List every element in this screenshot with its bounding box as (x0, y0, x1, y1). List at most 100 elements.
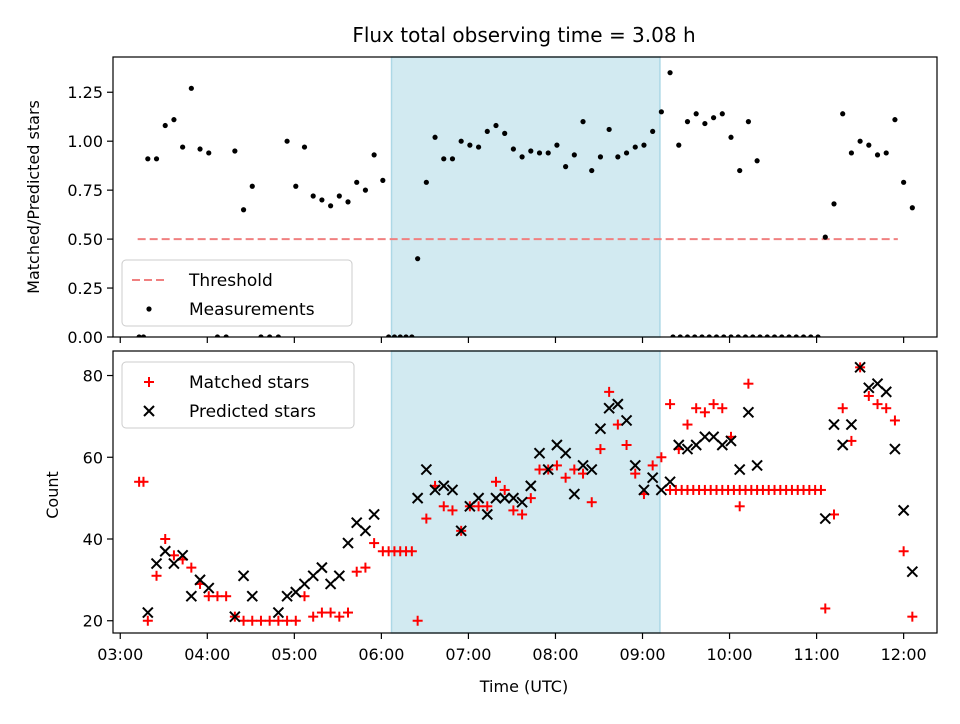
legend-label: Predicted stars (189, 402, 316, 422)
measurement-point (721, 334, 727, 337)
matched-star-point (820, 603, 831, 614)
matched-star-point (438, 501, 449, 512)
measurement-point (206, 150, 212, 156)
predicted-star-point (586, 463, 598, 476)
predicted-star-point (464, 500, 476, 513)
predicted-star-point (854, 361, 866, 374)
measurement-point (362, 187, 369, 193)
matched-star-point (647, 460, 658, 471)
predicted-star-point (673, 439, 685, 451)
predicted-star-point (342, 537, 354, 549)
measurement-point (397, 334, 403, 337)
chart-title: Flux total observing time = 3.08 h (352, 23, 695, 47)
matched-star-point (351, 566, 362, 577)
matched-star-point (560, 472, 571, 483)
measurement-point (267, 334, 273, 337)
measurement-point (545, 150, 551, 156)
x-tick-label: 08:00 (532, 645, 578, 664)
shaded-span (390, 56, 661, 338)
x-tick-label: 09:00 (619, 645, 665, 664)
measurement-point (275, 334, 281, 337)
matched-star-point (151, 570, 162, 581)
predicted-star-point (699, 431, 711, 443)
predicted-star-point (159, 545, 171, 557)
panel-frame (112, 56, 938, 338)
predicted-star-point (568, 488, 581, 500)
matched-star-point (508, 505, 519, 516)
predicted-star-point (142, 606, 154, 619)
matched-star-point (604, 386, 615, 397)
matched-star-point (499, 484, 510, 495)
measurement-point (874, 152, 881, 158)
measurement-point (467, 142, 473, 148)
measurement-point (684, 334, 691, 337)
measurement-point (793, 334, 799, 337)
measurement-point (441, 156, 447, 162)
measurement-point (391, 334, 398, 337)
measurement-point (214, 334, 221, 337)
matched-star-point (630, 468, 641, 479)
measurement-point (319, 197, 325, 203)
measurement-point (692, 334, 698, 337)
y-tick-label: 1.00 (67, 132, 103, 151)
legend-label: Threshold (188, 271, 273, 291)
predicted-star-point (880, 386, 892, 398)
top-y-axis-label: Matched/Predicted stars (24, 100, 43, 294)
matched-star-point (517, 509, 528, 520)
matched-star-point (473, 501, 484, 512)
measurement-point (328, 203, 334, 209)
predicted-star-point (559, 447, 572, 459)
matched-star-point (743, 378, 754, 389)
predicted-star-point (481, 508, 493, 521)
predicted-star-point (168, 557, 180, 570)
measurement-point (800, 334, 807, 337)
measurement-point (140, 334, 147, 337)
measurement-point (693, 111, 699, 117)
predicted-star-point (307, 570, 319, 582)
measurement-point (848, 150, 855, 156)
predicted-star-point (316, 561, 328, 574)
x-axis-label: Time (UTC) (479, 677, 568, 696)
predicted-star-point (333, 570, 346, 582)
predicted-star-point (490, 492, 502, 504)
matched-star-point (665, 399, 676, 410)
predicted-star-point (455, 525, 467, 537)
measurement-point (901, 179, 907, 185)
predicted-star-point (646, 471, 659, 484)
panel-frame (112, 350, 938, 634)
measurement-point (822, 234, 828, 240)
predicted-star-point (533, 447, 546, 459)
predicted-star-point (420, 463, 433, 476)
measurement-point (750, 334, 756, 337)
x-tick-label: 10:00 (706, 645, 752, 664)
matched-star-point (907, 611, 918, 622)
matched-star-point (898, 546, 909, 557)
x-tick-label: 05:00 (271, 645, 317, 664)
predicted-star-point (516, 496, 528, 508)
y-tick-label: 20 (83, 612, 103, 631)
measurement-point (180, 144, 186, 150)
measurement-point (641, 142, 647, 148)
measurement-point (677, 334, 683, 337)
measurement-point (757, 334, 763, 337)
measurement-point (502, 130, 508, 136)
measurement-point (615, 154, 621, 160)
measurement-point (737, 167, 743, 174)
matched-star-point (534, 464, 545, 475)
matched-star-point (221, 591, 232, 602)
predicted-star-point (603, 402, 615, 414)
predicted-star-point (871, 377, 884, 390)
predicted-star-point (246, 590, 258, 602)
predicted-star-point (836, 439, 849, 451)
predicted-star-point (525, 480, 537, 492)
predicted-star-point (620, 414, 633, 427)
matched-star-point (656, 452, 667, 463)
matched-star-point (595, 444, 606, 455)
measurement-point (563, 164, 569, 170)
predicted-star-point (411, 492, 424, 504)
measurement-point (684, 119, 691, 125)
predicted-star-point (664, 476, 676, 488)
bottom-y-axis-label: Count (43, 471, 62, 519)
measurement-point (706, 334, 712, 337)
